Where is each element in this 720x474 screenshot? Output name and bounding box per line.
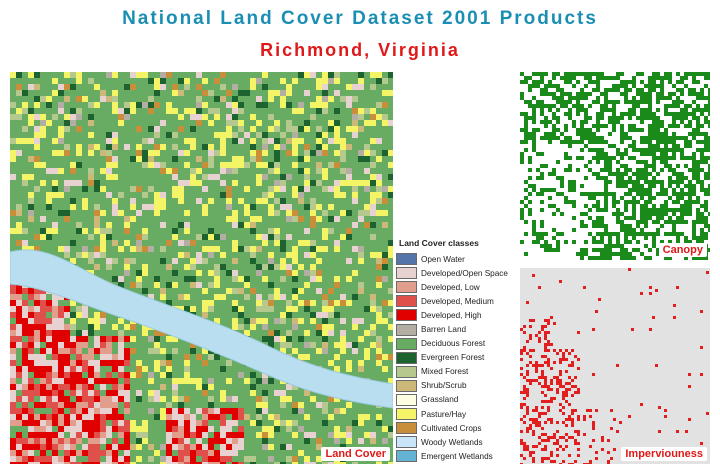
legend-title: Land Cover classes [399,238,479,248]
legend-label: Deciduous Forest [421,339,486,349]
legend-label: Grassland [421,395,459,405]
legend-swatch [396,323,417,336]
river [10,249,393,409]
legend-item: Developed/Open Space [396,266,516,280]
canopy-map-label: Canopy [658,243,707,257]
legend-item: Pasture/Hay [396,407,516,421]
canopy-map: Canopy [520,72,710,260]
legend-label: Shrub/Scrub [421,381,467,391]
legend-item: Grassland [396,393,516,407]
land-cover-map-label: Land Cover [321,447,390,461]
legend-swatch [396,365,417,378]
legend-swatch [396,436,417,449]
legend-swatch [396,281,417,294]
legend-label: Evergreen Forest [421,353,485,363]
legend-label: Mixed Forest [421,367,469,377]
legend-label: Developed, Medium [421,296,494,306]
land-cover-map: Land Cover [10,72,393,464]
legend-swatch [396,253,417,266]
legend-label: Developed, Low [421,282,480,292]
legend-label: Developed, High [421,310,482,320]
legend-item: Developed, Medium [396,294,516,308]
legend-label: Pasture/Hay [421,409,467,419]
legend-label: Woody Wetlands [421,437,483,447]
legend-swatch [396,393,417,406]
legend-label: Cultivated Crops [421,423,482,433]
imperviousness-map-label: Imperviouness [621,447,707,461]
legend-swatch [396,408,417,421]
legend-label: Barren Land [421,325,467,335]
legend-swatch [396,379,417,392]
legend-swatch [396,309,417,322]
legend-item: Developed, Low [396,280,516,294]
legend-label: Developed/Open Space [421,268,508,278]
legend-label: Emergent Wetlands [421,451,493,461]
legend-label: Open Water [421,254,465,264]
legend-item: Developed, High [396,308,516,322]
legend-swatch [396,351,417,364]
legend-item: Woody Wetlands [396,435,516,449]
imperviousness-map: Imperviouness [520,268,710,464]
legend-swatch [396,337,417,350]
legend-item: Shrub/Scrub [396,379,516,393]
legend-item: Cultivated Crops [396,421,516,435]
page-subtitle: Richmond, Virginia [260,40,460,60]
legend-item: Mixed Forest [396,365,516,379]
legend-item: Deciduous Forest [396,337,516,351]
page-title: National Land Cover Dataset 2001 Product… [122,8,598,29]
legend-swatch [396,422,417,435]
legend-item: Barren Land [396,322,516,336]
legend-item: Open Water [396,252,516,266]
legend-swatch [396,450,417,463]
legend-swatch [396,295,417,308]
land-cover-legend: Land Cover classes Open Water Developed/O… [396,238,516,463]
legend-swatch [396,267,417,280]
legend-item: Emergent Wetlands [396,449,516,463]
legend-item: Evergreen Forest [396,351,516,365]
